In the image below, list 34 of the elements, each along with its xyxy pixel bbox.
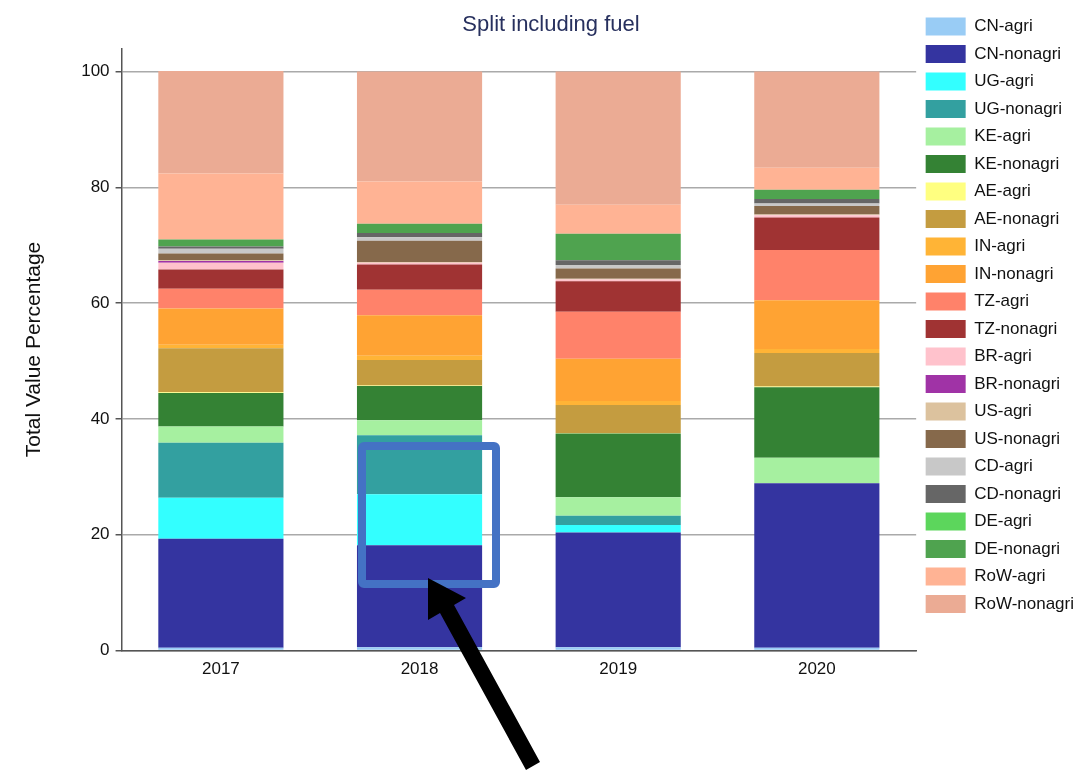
- legend-label: RoW-nonagri: [974, 593, 1074, 613]
- chart-title: Split including fuel: [462, 11, 640, 37]
- legend-label: DE-nonagri: [974, 538, 1061, 558]
- x-tick-label: 2017: [201, 659, 240, 679]
- legend-label: IN-agri: [974, 236, 1026, 256]
- x-tick-label: 2018: [400, 659, 439, 679]
- y-tick-label: 20: [90, 524, 110, 544]
- y-tick-label: 100: [81, 61, 110, 81]
- legend-label: AE-agri: [974, 181, 1031, 201]
- legend-label: CD-nonagri: [974, 483, 1062, 503]
- y-tick-label: 80: [90, 177, 110, 197]
- legend-label: TZ-nonagri: [974, 318, 1058, 338]
- x-tick-label: 2019: [599, 659, 638, 679]
- legend-label: DE-agri: [974, 511, 1032, 531]
- legend-label: CD-agri: [974, 456, 1033, 476]
- legend-label: US-agri: [974, 401, 1032, 421]
- legend-label: US-nonagri: [974, 428, 1061, 448]
- x-tick-label: 2020: [797, 659, 836, 679]
- legend-label: KE-agri: [974, 126, 1031, 146]
- legend-label: CN-agri: [974, 16, 1033, 36]
- legend-label: TZ-agri: [974, 291, 1029, 311]
- y-axis-title: Total Value Percentage: [21, 241, 45, 458]
- legend-label: UG-nonagri: [974, 98, 1063, 118]
- y-tick-label: 60: [90, 292, 110, 312]
- y-tick-label: 40: [90, 408, 110, 428]
- legend-label: IN-nonagri: [974, 263, 1054, 283]
- legend-label: BR-nonagri: [974, 373, 1061, 393]
- legend-label: UG-agri: [974, 71, 1034, 91]
- legend-label: CN-nonagri: [974, 43, 1062, 63]
- legend-label: BR-agri: [974, 346, 1032, 366]
- y-tick-label: 0: [100, 640, 110, 660]
- legend-label: AE-nonagri: [974, 208, 1060, 228]
- legend-label: RoW-agri: [974, 566, 1046, 586]
- legend-label: KE-nonagri: [974, 153, 1060, 173]
